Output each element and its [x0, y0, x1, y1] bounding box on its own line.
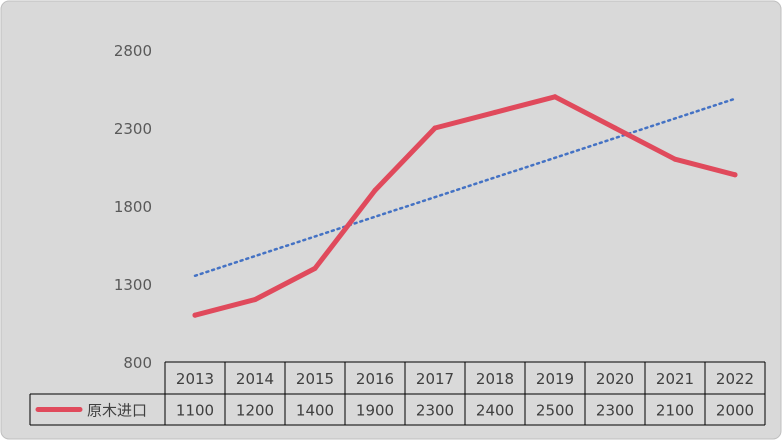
series-line — [192, 94, 738, 318]
data-table-value: 2400 — [476, 402, 514, 420]
y-tick-label: 1800 — [114, 198, 152, 216]
x-tick-label: 2022 — [716, 370, 754, 388]
y-tick-label: 2300 — [114, 120, 152, 138]
data-table-value: 1900 — [356, 402, 394, 420]
x-tick-label: 2018 — [476, 370, 514, 388]
data-table-value: 2300 — [596, 402, 634, 420]
x-tick-label: 2016 — [356, 370, 394, 388]
legend-label: 原木进口 — [87, 402, 147, 420]
data-point — [372, 187, 378, 193]
data-point — [432, 125, 438, 131]
data-table-value: 2500 — [536, 402, 574, 420]
series-layer — [192, 94, 738, 318]
data-point — [612, 125, 618, 131]
data-point — [252, 297, 258, 303]
x-tick-label: 2014 — [236, 370, 274, 388]
y-tick-label: 2800 — [114, 42, 152, 60]
trendline-layer — [193, 97, 737, 278]
data-point — [192, 312, 198, 318]
data-table-value: 2300 — [416, 402, 454, 420]
x-tick-label: 2020 — [596, 370, 634, 388]
data-point — [672, 156, 678, 162]
data-table: 2013 1100 2014 1200 2015 1400 2016 1900 2017 2300… — [29, 361, 766, 426]
y-axis: 800 1300 1800 2300 2800 — [114, 42, 152, 372]
data-table-value: 1100 — [176, 402, 214, 420]
y-tick-label: 1300 — [114, 276, 152, 294]
x-tick-label: 2019 — [536, 370, 574, 388]
x-tick-label: 2015 — [296, 370, 334, 388]
data-table-value: 2100 — [656, 402, 694, 420]
data-table-value: 1200 — [236, 402, 274, 420]
data-point — [552, 94, 558, 100]
data-table-value: 1400 — [296, 402, 334, 420]
y-tick-label: 800 — [123, 354, 152, 372]
trendline — [193, 97, 737, 278]
data-point — [492, 109, 498, 115]
x-tick-label: 2013 — [176, 370, 214, 388]
data-point — [312, 265, 318, 271]
data-point — [732, 172, 738, 178]
x-tick-label: 2017 — [416, 370, 454, 388]
x-tick-label: 2021 — [656, 370, 694, 388]
data-table-value: 2000 — [716, 402, 754, 420]
